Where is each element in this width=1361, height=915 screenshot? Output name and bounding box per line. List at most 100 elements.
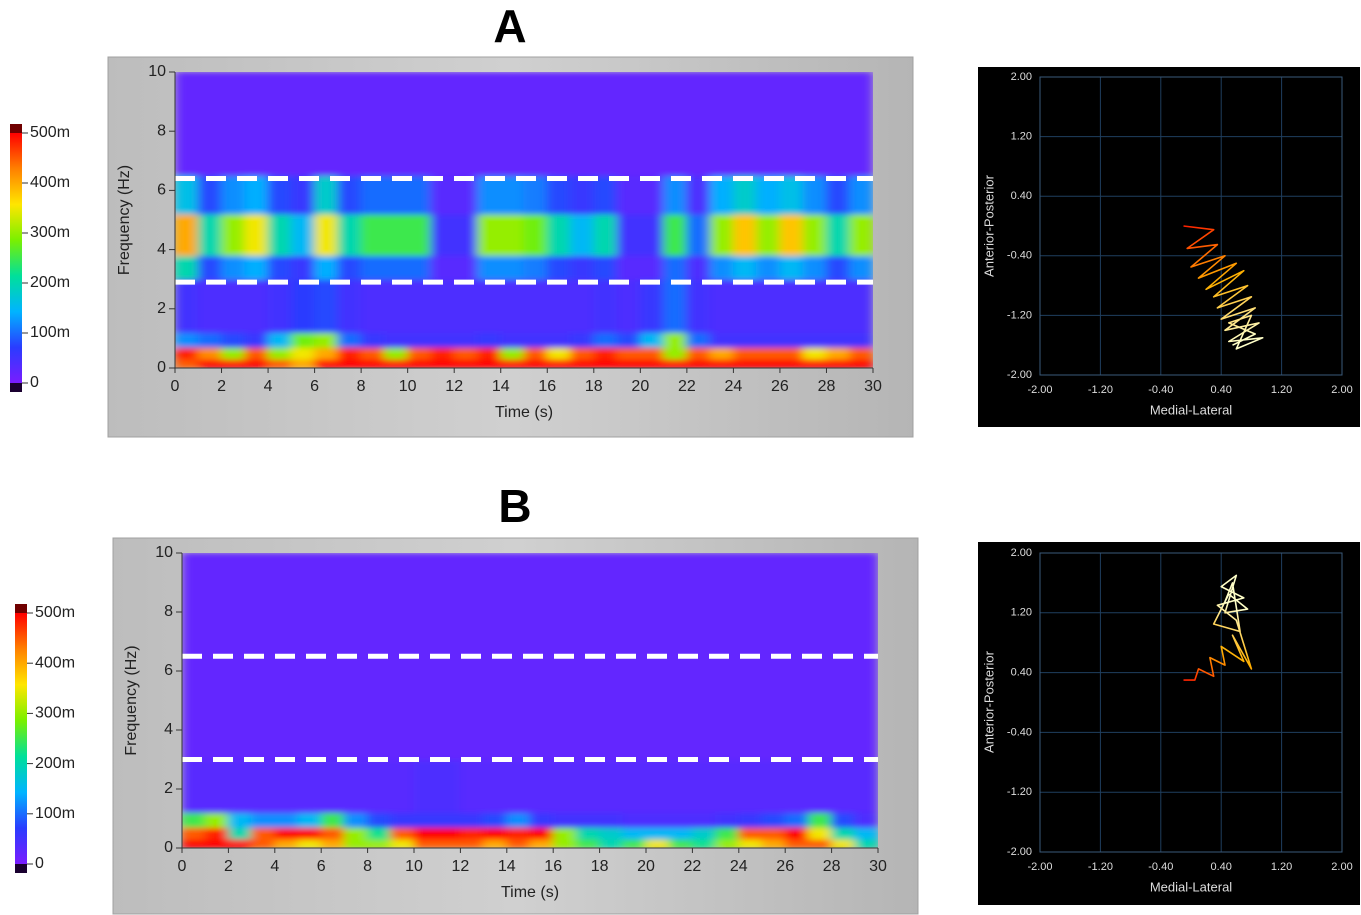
x-tick-label: 0.40 — [1210, 384, 1231, 396]
heatmap-cell — [523, 72, 548, 177]
heatmap-cell — [715, 735, 740, 760]
heatmap-cell — [523, 175, 548, 215]
heatmap-cell — [483, 812, 508, 828]
heatmap-cell — [367, 826, 392, 840]
heatmap-cell — [802, 331, 827, 348]
heatmap-cell — [825, 213, 851, 257]
heatmap-cell — [267, 72, 292, 177]
x-tick-label: -0.40 — [1148, 861, 1173, 873]
heatmap-cell — [476, 175, 502, 215]
heatmap-cell — [337, 175, 362, 215]
heatmap-cell — [320, 735, 345, 760]
heatmap-cell — [575, 812, 601, 828]
heatmap-cell — [825, 175, 851, 215]
heatmap-cell — [500, 255, 525, 280]
heatmap-cell — [756, 175, 781, 215]
x-tick-label: 2 — [217, 378, 226, 395]
heatmap-cell — [807, 655, 833, 696]
heatmap-cell — [831, 826, 856, 840]
heatmap-cell — [360, 175, 385, 215]
heatmap-cell — [297, 812, 322, 828]
heatmap-cell — [476, 346, 502, 360]
heatmap-cell — [854, 553, 878, 657]
heatmap-cell — [807, 694, 833, 737]
heatmap-cell — [686, 346, 711, 360]
y-axis-label: Frequency (Hz) — [123, 645, 140, 755]
heatmap-cell — [784, 812, 809, 828]
heatmap-cell — [297, 553, 322, 657]
plot-border — [1039, 76, 1343, 376]
heatmap-cell — [645, 655, 670, 696]
colorbar-tick-label: 300m — [35, 705, 75, 722]
heatmap-cell — [849, 213, 873, 257]
heatmap-cell — [779, 346, 804, 360]
x-tick-label: -2.00 — [1027, 384, 1052, 396]
heatmap-cell — [854, 812, 878, 828]
heatmap-cell — [593, 255, 618, 280]
heatmap-cell — [686, 175, 711, 215]
heatmap-cell — [529, 735, 554, 760]
heatmap-cell — [709, 175, 734, 215]
heatmap-cell — [337, 255, 362, 280]
heatmap-cell — [476, 72, 502, 177]
x-tick-label: 2.00 — [1331, 384, 1352, 396]
heatmap-cell — [383, 213, 409, 257]
heatmap-cell — [221, 346, 246, 360]
heatmap-cell — [802, 175, 827, 215]
heatmap-cell — [668, 655, 693, 696]
heatmap-cell — [453, 331, 478, 348]
heatmap-cell — [756, 278, 781, 333]
heatmap-cell — [407, 175, 432, 215]
heatmap-cell — [274, 655, 299, 696]
heatmap-cell — [761, 759, 786, 814]
heatmap-cell — [413, 694, 438, 737]
heatmap-cell — [599, 694, 624, 737]
heatmap-cell — [506, 553, 531, 657]
heatmap-cell — [599, 553, 624, 657]
heatmap-cell — [367, 655, 392, 696]
heatmap-cell — [645, 759, 670, 814]
heatmap-cell — [506, 759, 531, 814]
y-tick-label: 0.40 — [1011, 190, 1032, 202]
heatmap-cell — [709, 72, 734, 177]
heatmap-cell — [430, 278, 455, 333]
heatmap-cell — [314, 346, 339, 360]
heatmap-cell — [297, 655, 322, 696]
heatmap-cell — [854, 759, 878, 814]
heatmap-cell — [622, 812, 647, 828]
heatmap-cell — [483, 826, 508, 840]
heatmap-cell — [483, 759, 508, 814]
heatmap-cell — [784, 826, 809, 840]
heatmap-cell — [390, 759, 415, 814]
heatmap-cell — [290, 358, 316, 368]
heatmap-cell — [691, 735, 717, 760]
heatmap-cell — [407, 255, 432, 280]
heatmap-cell — [529, 655, 554, 696]
x-axis-label: Medial-Lateral — [1150, 879, 1232, 894]
heatmap-cell — [663, 213, 688, 257]
x-tick-label: 16 — [544, 858, 562, 875]
heatmap-cell — [686, 331, 711, 348]
heatmap-cell — [182, 655, 206, 696]
heatmap-cell — [668, 553, 693, 657]
heatmap-cell — [267, 358, 292, 368]
colorbar-tick-label: 400m — [35, 654, 75, 671]
heatmap-cell — [715, 553, 740, 657]
heatmap-cell — [197, 175, 223, 215]
heatmap-cell — [182, 826, 206, 840]
heatmap-cell — [854, 655, 878, 696]
heatmap-cell — [738, 826, 763, 840]
heatmap-cell — [221, 278, 246, 333]
heatmap-cell — [570, 175, 595, 215]
heatmap-cell — [802, 346, 827, 360]
heatmap-cell — [436, 826, 461, 840]
heatmap-cell — [807, 759, 833, 814]
heatmap-cell — [622, 826, 647, 840]
heatmap-cell — [197, 346, 223, 360]
colorbar-end — [15, 864, 27, 873]
y-tick-label: 1.20 — [1011, 131, 1032, 143]
heatmap-cell — [715, 826, 740, 840]
heatmap-cell — [599, 838, 624, 848]
heatmap-cell — [476, 331, 502, 348]
colorbar-tick-label: 500m — [30, 124, 70, 141]
